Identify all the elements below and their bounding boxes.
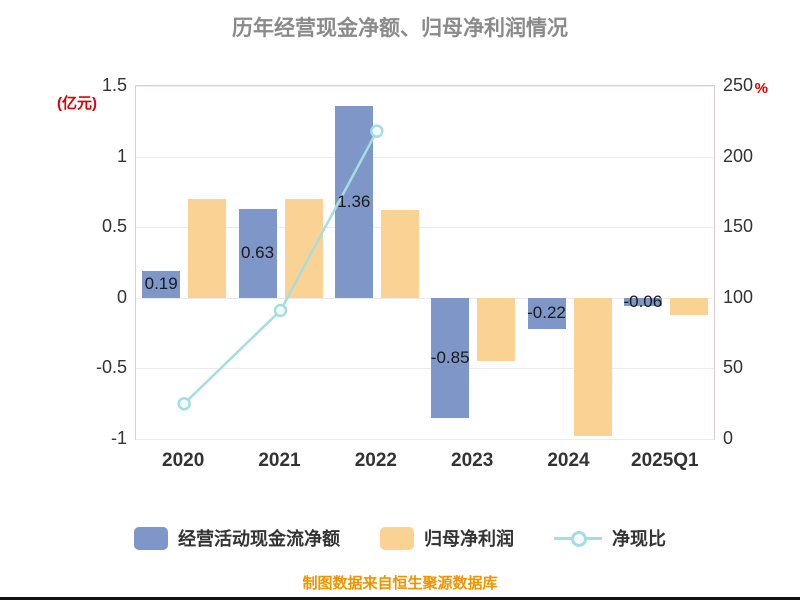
- bar-value-label: -0.06: [623, 292, 663, 312]
- x-axis-label-2023: 2023: [451, 450, 494, 471]
- x-axis-label-2021: 2021: [258, 450, 301, 471]
- bar-cash-2024: [527, 297, 566, 329]
- left-axis-tick-label: -0.5: [95, 357, 127, 378]
- x-axis-label-2025Q1: 2025Q1: [631, 450, 699, 471]
- bar-profit-2024: [573, 297, 612, 437]
- left-axis-tick-label: 1: [116, 145, 127, 166]
- left-axis-unit-label: (亿元): [57, 95, 97, 112]
- right-axis-tick-label: 100: [723, 286, 754, 307]
- right-axis-tick-label: 0: [723, 428, 734, 448]
- bar-cash-2022: [334, 105, 373, 298]
- ratio-swatch-dot: [571, 530, 587, 547]
- bottom-border: [0, 597, 800, 600]
- cash-series-swatch: [134, 526, 168, 550]
- left-axis-tick-label: 0.5: [101, 216, 127, 237]
- left-axis-tick-label: 1.5: [101, 75, 127, 95]
- legend: 经营活动现金流净额 归母净利润 净现比: [0, 516, 800, 560]
- profit-series-swatch: [380, 526, 414, 550]
- right-axis-tick-label: 50: [723, 357, 744, 378]
- bar-cash-2025Q1: [623, 297, 662, 307]
- right-axis-tick-label: 200: [723, 145, 754, 166]
- gridline: [136, 156, 714, 158]
- bar-cash-2023: [431, 297, 470, 418]
- ratio-trend-line: [177, 124, 384, 411]
- right-axis-tick-label: 250: [723, 75, 754, 95]
- bar-profit-2022: [380, 210, 419, 298]
- bar-value-label: -0.85: [430, 347, 470, 367]
- plot-area: 0.19 0.63 1.36 -0.85 -0.22 -0.06: [135, 85, 715, 440]
- legend-item-operating-cash[interactable]: 经营活动现金流净额: [134, 525, 340, 551]
- bar-cash-2020: [142, 270, 181, 298]
- left-axis-tick-label: -1: [110, 428, 127, 448]
- gridline: [136, 86, 714, 87]
- data-source-note: 制图数据来自恒生聚源数据库: [302, 575, 498, 592]
- left-axis-tick-label: 0: [116, 286, 127, 307]
- legend-label-cash: 经营活动现金流净额: [178, 529, 340, 549]
- bar-profit-2025Q1: [669, 297, 708, 315]
- right-axis-unit-label: %: [754, 80, 768, 97]
- x-axis-label-2022: 2022: [354, 450, 397, 471]
- bar-cash-2021: [238, 208, 277, 298]
- gridline: [136, 439, 714, 440]
- legend-item-ratio[interactable]: 净现比: [554, 525, 666, 551]
- legend-label-profit: 归母净利润: [424, 529, 514, 549]
- right-axis-tick-label: 150: [723, 216, 754, 237]
- legend-item-net-profit[interactable]: 归母净利润: [380, 525, 514, 551]
- bar-value-label: 0.19: [144, 274, 178, 294]
- gridline: [136, 297, 714, 299]
- chart-title: 历年经营现金净额、归母净利润情况: [232, 17, 568, 40]
- gridline: [136, 227, 714, 229]
- ratio-series-swatch: [554, 527, 602, 550]
- bar-value-label: 0.63: [240, 243, 275, 263]
- x-axis-label-2020: 2020: [162, 450, 205, 471]
- bar-value-label: -0.22: [527, 303, 566, 323]
- x-axis-label-2024: 2024: [547, 450, 590, 471]
- bar-profit-2020: [188, 198, 227, 298]
- gridline: [136, 368, 714, 370]
- bar-profit-2023: [477, 297, 516, 362]
- bar-value-label: 1.36: [337, 191, 371, 211]
- bar-profit-2021: [284, 198, 323, 298]
- legend-label-ratio: 净现比: [612, 529, 666, 549]
